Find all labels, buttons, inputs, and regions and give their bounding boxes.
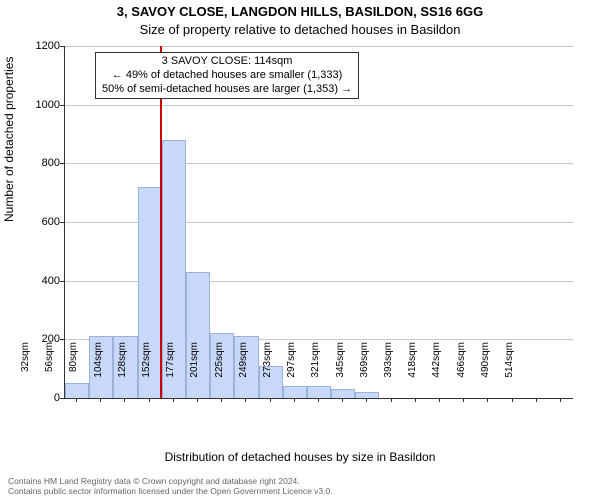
x-tick-mark: [560, 398, 561, 402]
y-tick-label: 1200: [30, 40, 60, 52]
x-tick-label: 393sqm: [383, 342, 394, 402]
footer-line1: Contains HM Land Registry data © Crown c…: [8, 476, 333, 486]
x-tick-label: 442sqm: [431, 342, 442, 402]
x-tick-label: 321sqm: [310, 342, 321, 402]
gridline: [65, 46, 573, 47]
x-tick-label: 104sqm: [93, 342, 104, 402]
annotation-line2: ← 49% of detached houses are smaller (1,…: [102, 69, 352, 83]
x-tick-label: 418sqm: [407, 342, 418, 402]
y-tick-mark: [60, 163, 64, 164]
chart-title-line2: Size of property relative to detached ho…: [0, 22, 600, 37]
x-tick-label: 177sqm: [165, 342, 176, 402]
gridline: [65, 163, 573, 164]
y-tick-label: 1000: [30, 99, 60, 111]
x-tick-label: 152sqm: [141, 342, 152, 402]
annotation-line3: 50% of semi-detached houses are larger (…: [102, 83, 352, 97]
x-tick-label: 514sqm: [504, 342, 515, 402]
y-tick-mark: [60, 398, 64, 399]
y-tick-mark: [60, 46, 64, 47]
annotation-line1: 3 SAVOY CLOSE: 114sqm: [102, 55, 352, 69]
y-tick-label: 600: [30, 216, 60, 228]
x-tick-label: 128sqm: [117, 342, 128, 402]
x-tick-label: 345sqm: [335, 342, 346, 402]
y-tick-label: 800: [30, 157, 60, 169]
x-axis-label: Distribution of detached houses by size …: [0, 450, 600, 464]
y-tick-mark: [60, 105, 64, 106]
x-tick-label: 273sqm: [262, 342, 273, 402]
x-tick-label: 201sqm: [189, 342, 200, 402]
y-tick-mark: [60, 281, 64, 282]
x-tick-label: 369sqm: [359, 342, 370, 402]
chart-container: 3, SAVOY CLOSE, LANGDON HILLS, BASILDON,…: [0, 0, 600, 500]
y-tick-label: 400: [30, 275, 60, 287]
x-tick-label: 80sqm: [68, 342, 79, 402]
footer-attribution: Contains HM Land Registry data © Crown c…: [8, 476, 333, 496]
chart-title-line1: 3, SAVOY CLOSE, LANGDON HILLS, BASILDON,…: [0, 4, 600, 19]
footer-line2: Contains public sector information licen…: [8, 486, 333, 496]
y-axis-label: Number of detached properties: [2, 57, 16, 222]
x-tick-label: 490sqm: [480, 342, 491, 402]
x-tick-mark: [536, 398, 537, 402]
x-tick-label: 249sqm: [238, 342, 249, 402]
x-tick-label: 225sqm: [214, 342, 225, 402]
gridline: [65, 105, 573, 106]
x-tick-label: 297sqm: [286, 342, 297, 402]
y-tick-mark: [60, 339, 64, 340]
annotation-box: 3 SAVOY CLOSE: 114sqm← 49% of detached h…: [95, 52, 359, 99]
x-tick-label: 56sqm: [44, 342, 55, 402]
x-tick-label: 32sqm: [20, 342, 31, 402]
x-tick-label: 466sqm: [456, 342, 467, 402]
y-tick-mark: [60, 222, 64, 223]
